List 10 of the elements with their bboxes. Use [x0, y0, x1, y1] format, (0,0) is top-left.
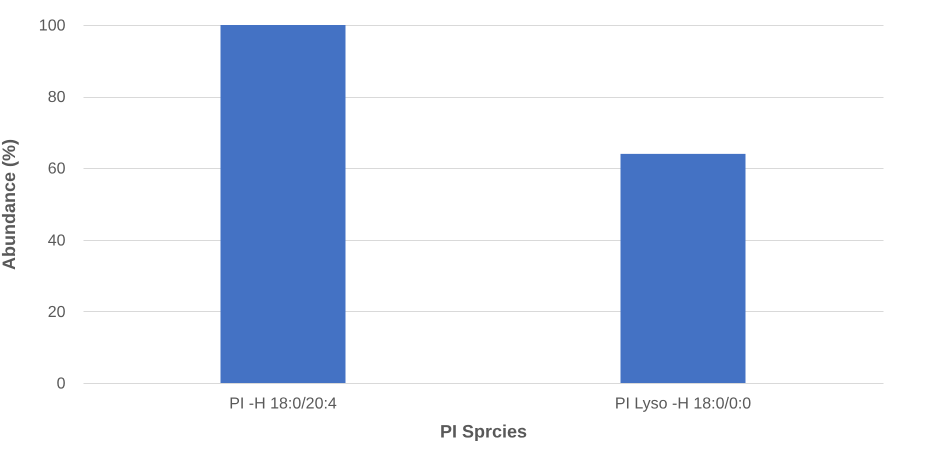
x-tick-label: PI Lyso -H 18:0/0:0 [614, 396, 752, 412]
x-tick-label: PI -H 18:0/20:4 [229, 396, 337, 412]
y-tick-label: 0 [56, 376, 66, 392]
y-tick-label: 20 [48, 304, 66, 321]
y-tick-label: 40 [48, 232, 66, 250]
y-tick-label: 100 [38, 18, 66, 34]
y-axis-title: Abundance (%) [0, 138, 19, 270]
x-axis-title: PI Sprcies [440, 422, 528, 442]
y-tick-label: 60 [48, 160, 66, 178]
y-tick-label: 80 [48, 89, 66, 106]
